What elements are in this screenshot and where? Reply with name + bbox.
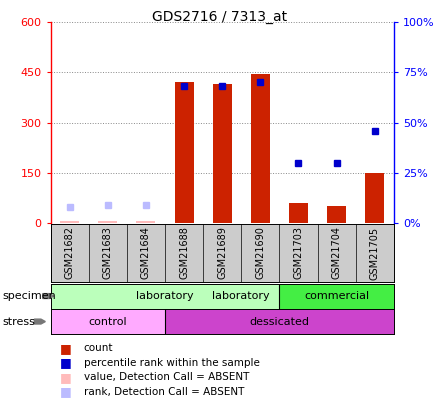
Bar xyxy=(51,309,165,334)
Bar xyxy=(60,221,79,223)
Text: dessicated: dessicated xyxy=(249,317,309,326)
Text: ■: ■ xyxy=(59,356,71,369)
Text: GSM21704: GSM21704 xyxy=(332,226,341,279)
Bar xyxy=(98,221,117,223)
Text: laboratory: laboratory xyxy=(136,291,194,301)
Text: GSM21683: GSM21683 xyxy=(103,226,113,279)
Bar xyxy=(136,221,155,223)
Text: commercial: commercial xyxy=(304,291,369,301)
Text: GSM21690: GSM21690 xyxy=(255,226,265,279)
Text: laboratory: laboratory xyxy=(213,291,270,301)
Text: ■: ■ xyxy=(59,371,71,384)
Text: value, Detection Call = ABSENT: value, Detection Call = ABSENT xyxy=(84,373,249,382)
Bar xyxy=(175,82,194,223)
Text: GSM21689: GSM21689 xyxy=(217,226,227,279)
Bar xyxy=(213,84,232,223)
Bar xyxy=(251,74,270,223)
Text: count: count xyxy=(84,343,113,353)
Text: stress: stress xyxy=(2,317,35,326)
Bar xyxy=(327,206,346,223)
Text: GDS2716 / 7313_at: GDS2716 / 7313_at xyxy=(152,10,288,24)
Text: GSM21682: GSM21682 xyxy=(65,226,75,279)
Bar xyxy=(279,284,394,309)
Text: control: control xyxy=(88,317,127,326)
Text: specimen: specimen xyxy=(2,291,56,301)
Bar xyxy=(365,173,384,223)
Bar xyxy=(165,309,394,334)
Text: GSM21705: GSM21705 xyxy=(370,226,380,279)
Text: GSM21684: GSM21684 xyxy=(141,226,151,279)
Text: GSM21703: GSM21703 xyxy=(293,226,304,279)
Text: rank, Detection Call = ABSENT: rank, Detection Call = ABSENT xyxy=(84,387,244,397)
Bar xyxy=(51,284,279,309)
Bar xyxy=(289,202,308,223)
Text: GSM21688: GSM21688 xyxy=(179,226,189,279)
Text: ■: ■ xyxy=(59,386,71,399)
Text: ■: ■ xyxy=(59,342,71,355)
Text: percentile rank within the sample: percentile rank within the sample xyxy=(84,358,260,368)
